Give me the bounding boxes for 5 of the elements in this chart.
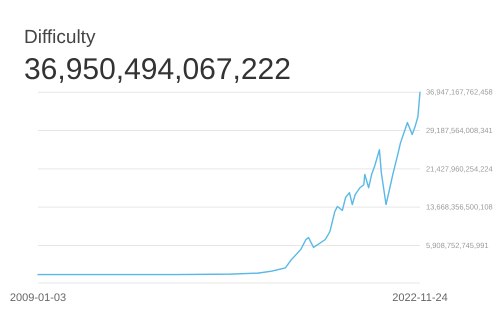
chart-subtitle: 36,950,494,067,222 xyxy=(24,53,291,86)
line-series xyxy=(37,92,421,276)
x-tick-label: 2009-01-03 xyxy=(10,292,66,304)
x-tick-label: 2022-11-24 xyxy=(392,292,448,304)
chart-title: Difficulty xyxy=(24,27,96,48)
